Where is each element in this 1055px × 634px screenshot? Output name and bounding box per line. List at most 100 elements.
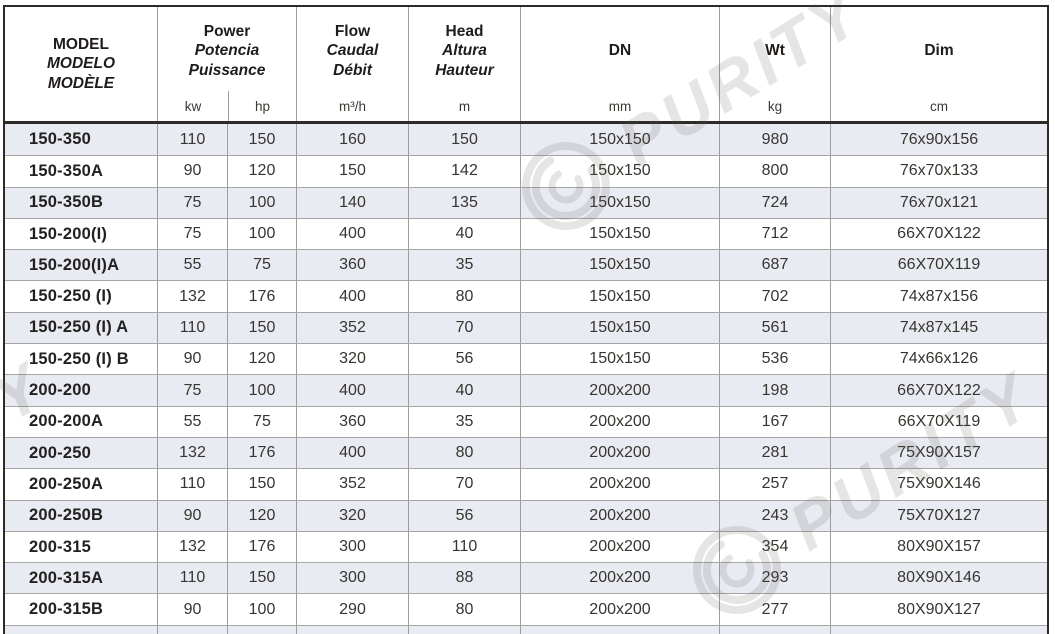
cell-wt: 354 [719,531,830,563]
cell-wt [719,625,830,634]
cell-power-hp: 150 [227,469,296,500]
cell-model: 150-250 (I) A [29,318,129,337]
cell-flow: 400 [296,437,408,469]
cell-head: 110 [408,531,520,563]
cell-model: 150-350B [29,193,104,212]
unit-dim: cm [930,98,948,114]
cell-model: 150-350A [29,161,104,180]
cell-dn: 200x200 [520,531,719,563]
cell-model: 200-315 [29,537,91,556]
cell-wt: 243 [719,500,830,531]
header-power-fr: Puissance [188,61,266,79]
unit-dn: mm [608,98,632,114]
cell-wt: 980 [719,124,830,156]
header-model-en: MODEL [53,35,109,53]
cell-model: 200-250B [29,506,104,525]
cell-flow: 300 [296,531,408,563]
cell-model: 200-250A [29,474,104,493]
cell-dim: 66X70X122 [830,218,1047,250]
cell-flow: 290 [296,594,408,625]
cell-wt: 800 [719,156,830,187]
cell-dn: 200x200 [520,469,719,500]
cell-dn: 150x150 [520,187,719,218]
cell-model [5,626,157,634]
header-power-es: Potencia [194,42,260,60]
cell-flow: 360 [296,406,408,437]
cell-head: 88 [408,563,520,594]
cell-power-kw: 132 [157,281,227,312]
cell-wt: 277 [719,594,830,625]
cell-flow: 160 [296,124,408,156]
cell-dn: 150x150 [520,124,719,156]
cell-power-kw: 132 [157,531,227,563]
header-head-es: Altura [442,42,487,60]
header-dim-names: Dim [831,7,1047,91]
header-power-names: Power Potencia Puissance [158,7,296,91]
cell-power-hp: 100 [227,218,296,250]
cell-head [408,625,520,634]
cell-dn: 200x200 [520,375,719,406]
cell-dim: 80X90X157 [830,531,1047,563]
cell-power-hp: 100 [227,187,296,218]
cell-head: 40 [408,218,520,250]
cell-model: 200-200A [29,412,104,431]
cell-head: 70 [408,469,520,500]
column-header-head: Head Altura Hauteur m [408,7,520,121]
cell-dim: 66X70X122 [830,375,1047,406]
table-row: 150-200(I) 75 100 400 40 150x150 712 66X… [5,217,1047,250]
cell-flow: 400 [296,218,408,250]
header-flow-en: Flow [334,22,371,40]
table-row: 200-315 132 176 300 110 200x200 354 80X9… [5,530,1047,563]
cell-power-hp: 75 [227,250,296,281]
cell-power-kw: 75 [157,218,227,250]
cell-model: 200-250 [29,443,91,462]
cell-head: 56 [408,344,520,375]
cell-head: 135 [408,187,520,218]
cell-dim: 74x66x126 [830,344,1047,375]
cell-power-kw: 75 [157,375,227,406]
header-flow-es: Caudal [326,42,379,60]
cell-wt: 702 [719,281,830,312]
cell-power-kw [157,625,227,634]
cell-head: 150 [408,124,520,156]
table-row: 150-250 (I) A 110 150 352 70 150x150 561… [5,311,1047,344]
cell-power-hp: 75 [227,406,296,437]
cell-wt: 724 [719,187,830,218]
header-head-en: Head [445,22,484,40]
cell-head: 80 [408,281,520,312]
cell-power-kw: 55 [157,250,227,281]
cell-dn: 150x150 [520,281,719,312]
cell-flow [296,625,408,634]
cell-dim: 76x70x121 [830,187,1047,218]
cell-dim [830,625,1047,634]
cell-dim: 80X90X127 [830,594,1047,625]
cell-flow: 140 [296,187,408,218]
table-row-partial [5,624,1047,634]
header-flow-names: Flow Caudal Débit [297,7,408,91]
table-row: 150-350 110 150 160 150 150x150 980 76x9… [5,124,1047,156]
cell-dim: 76x70x133 [830,156,1047,187]
cell-power-hp: 176 [227,531,296,563]
column-header-flow: Flow Caudal Débit m³/h [296,7,408,121]
cell-wt: 536 [719,344,830,375]
cell-dim: 66X70X119 [830,250,1047,281]
header-power-units: kw hp [158,91,296,121]
unit-flow: m³/h [339,98,366,114]
cell-head: 35 [408,250,520,281]
cell-flow: 400 [296,281,408,312]
table-row: 200-315B 90 100 290 80 200x200 277 80X90… [5,593,1047,625]
header-flow-fr: Débit [333,61,372,79]
cell-flow: 150 [296,156,408,187]
table-row: 150-350B 75 100 140 135 150x150 724 76x7… [5,186,1047,218]
header-wt-label: Wt [765,42,785,60]
cell-power-kw: 110 [157,312,227,344]
cell-power-kw: 110 [157,469,227,500]
cell-power-kw: 90 [157,156,227,187]
cell-model: 150-200(I) [29,224,108,243]
cell-dn: 150x150 [520,344,719,375]
cell-dim: 74x87x145 [830,312,1047,344]
cell-model: 200-200 [29,381,91,400]
cell-dn: 150x150 [520,312,719,344]
unit-hp: hp [228,91,296,121]
header-model-names: MODEL MODELO MODÈLE [5,7,157,121]
